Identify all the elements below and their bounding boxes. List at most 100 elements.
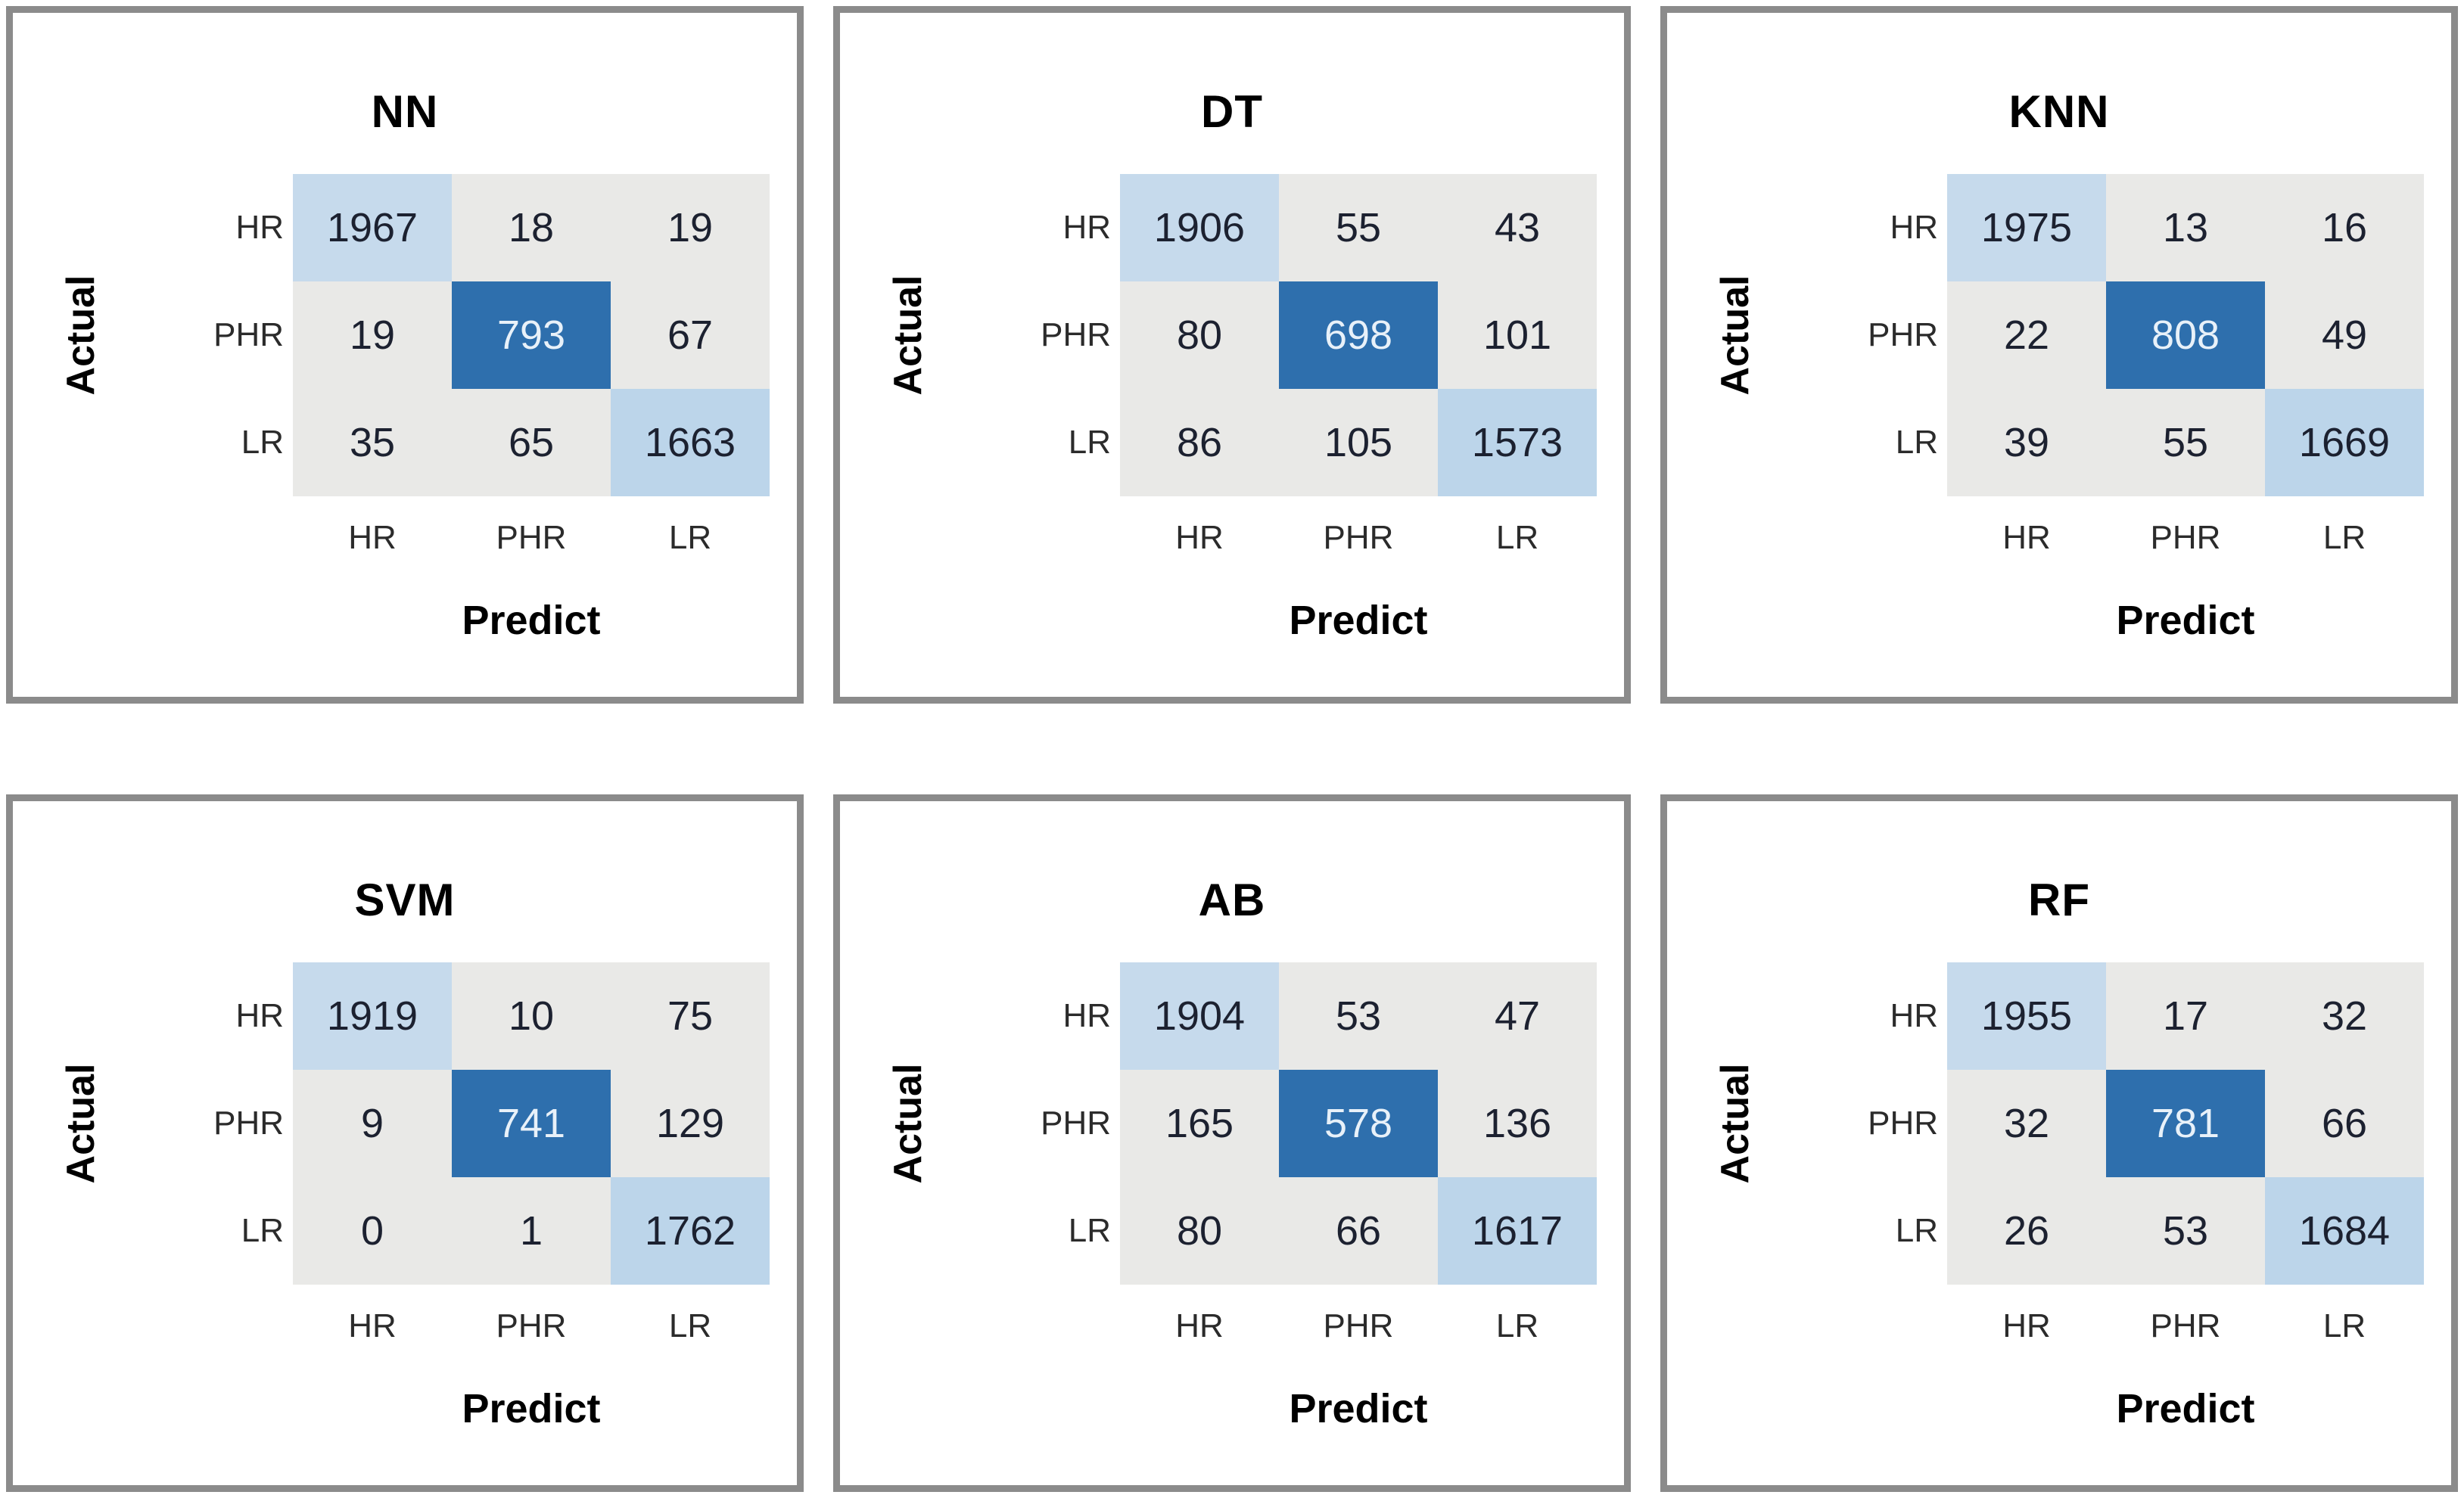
row-tick-labels: HR PHR LR: [1772, 962, 1938, 1285]
confusion-matrix-panel-knn: KNN Actual HR PHR LR 1975 13 16 22 808 49 39 55 16…: [1660, 6, 2458, 704]
heatmap-matrix: 1975 13 16 22 808 49 39 55 1669: [1947, 174, 2424, 496]
cell-phr-phr: 793: [452, 281, 611, 389]
row-label-lr: LR: [241, 424, 284, 461]
row-label-hr: HR: [235, 997, 284, 1034]
cell-lr-phr: 55: [2106, 389, 2265, 496]
x-axis-label: Predict: [1289, 598, 1428, 643]
row-label-phr: PHR: [1041, 316, 1111, 353]
cell-phr-hr: 32: [1947, 1070, 2106, 1177]
cell-lr-lr: 1617: [1438, 1177, 1597, 1285]
cell-phr-lr: 66: [2265, 1070, 2424, 1177]
cell-lr-lr: 1669: [2265, 389, 2424, 496]
cell-lr-hr: 80: [1120, 1177, 1279, 1285]
row-label-phr: PHR: [1868, 1105, 1938, 1142]
confusion-matrix-panel-rf: RF Actual HR PHR LR 1955 17 32 32 781 66 26 53 168…: [1660, 794, 2458, 1492]
row-label-phr: PHR: [1868, 316, 1938, 353]
row-label-hr: HR: [235, 209, 284, 246]
row-tick-labels: HR PHR LR: [117, 174, 284, 496]
col-label-hr: HR: [2002, 519, 2051, 556]
col-tick-labels: HR PHR LR: [293, 1307, 770, 1345]
col-label-phr: PHR: [2150, 519, 2221, 556]
row-label-hr: HR: [1062, 209, 1111, 246]
cell-hr-lr: 47: [1438, 962, 1597, 1070]
row-label-lr: LR: [1068, 1212, 1111, 1249]
row-tick-labels: HR PHR LR: [1772, 174, 1938, 496]
heatmap-matrix: 1919 10 75 9 741 129 0 1 1762: [293, 962, 770, 1285]
cell-lr-hr: 0: [293, 1177, 452, 1285]
col-label-hr: HR: [348, 1307, 397, 1344]
cell-hr-phr: 13: [2106, 174, 2265, 281]
cell-hr-phr: 53: [1279, 962, 1438, 1070]
row-label-phr: PHR: [1041, 1105, 1111, 1142]
panel-title: NN: [371, 86, 439, 137]
cell-phr-phr: 808: [2106, 281, 2265, 389]
x-axis-label: Predict: [2116, 1386, 2255, 1431]
col-tick-labels: HR PHR LR: [1947, 519, 2424, 557]
row-label-phr: PHR: [213, 1105, 284, 1142]
col-label-phr: PHR: [2150, 1307, 2221, 1344]
cell-lr-hr: 86: [1120, 389, 1279, 496]
cell-lr-lr: 1573: [1438, 389, 1597, 496]
col-label-phr: PHR: [496, 1307, 567, 1344]
cell-phr-hr: 19: [293, 281, 452, 389]
col-label-phr: PHR: [1323, 519, 1394, 556]
cell-hr-lr: 75: [611, 962, 770, 1070]
y-axis-label: Actual: [1713, 1063, 1757, 1184]
col-label-lr: LR: [1495, 1307, 1539, 1344]
cell-hr-hr: 1975: [1947, 174, 2106, 281]
heatmap-matrix: 1967 18 19 19 793 67 35 65 1663: [293, 174, 770, 496]
col-label-lr: LR: [668, 1307, 712, 1344]
cell-phr-lr: 49: [2265, 281, 2424, 389]
col-label-lr: LR: [668, 519, 712, 556]
panel-title: DT: [1201, 86, 1263, 137]
confusion-matrix-panel-ab: AB Actual HR PHR LR 1904 53 47 165 578 136 80 66 1…: [833, 794, 1631, 1492]
heatmap-matrix: 1906 55 43 80 698 101 86 105 1573: [1120, 174, 1597, 496]
cell-phr-lr: 101: [1438, 281, 1597, 389]
confusion-matrix-panel-dt: DT Actual HR PHR LR 1906 55 43 80 698 101 86 105 1…: [833, 6, 1631, 704]
row-label-hr: HR: [1062, 997, 1111, 1034]
cell-hr-lr: 43: [1438, 174, 1597, 281]
cell-phr-lr: 129: [611, 1070, 770, 1177]
cell-phr-hr: 9: [293, 1070, 452, 1177]
row-tick-labels: HR PHR LR: [944, 174, 1111, 496]
cell-lr-phr: 66: [1279, 1177, 1438, 1285]
cell-hr-phr: 10: [452, 962, 611, 1070]
cell-hr-hr: 1906: [1120, 174, 1279, 281]
cell-lr-phr: 1: [452, 1177, 611, 1285]
confusion-matrix-panel-nn: NN Actual HR PHR LR 1967 18 19 19 793 67 35 65 166…: [6, 6, 804, 704]
cell-phr-lr: 67: [611, 281, 770, 389]
x-axis-label: Predict: [462, 598, 601, 643]
cell-phr-lr: 136: [1438, 1070, 1597, 1177]
col-label-lr: LR: [1495, 519, 1539, 556]
x-axis-label: Predict: [462, 1386, 601, 1431]
cell-hr-lr: 32: [2265, 962, 2424, 1070]
col-tick-labels: HR PHR LR: [1120, 519, 1597, 557]
col-label-phr: PHR: [496, 519, 567, 556]
cell-lr-lr: 1663: [611, 389, 770, 496]
row-label-lr: LR: [241, 1212, 284, 1249]
col-tick-labels: HR PHR LR: [1120, 1307, 1597, 1345]
cell-lr-phr: 65: [452, 389, 611, 496]
col-label-hr: HR: [2002, 1307, 2051, 1344]
row-label-hr: HR: [1890, 997, 1938, 1034]
cell-lr-phr: 105: [1279, 389, 1438, 496]
cell-lr-hr: 26: [1947, 1177, 2106, 1285]
cell-hr-lr: 16: [2265, 174, 2424, 281]
cell-phr-phr: 578: [1279, 1070, 1438, 1177]
panel-title: SVM: [354, 875, 456, 925]
col-label-lr: LR: [2322, 519, 2366, 556]
cell-lr-hr: 35: [293, 389, 452, 496]
panel-title: KNN: [2008, 86, 2110, 137]
col-label-phr: PHR: [1323, 1307, 1394, 1344]
row-tick-labels: HR PHR LR: [117, 962, 284, 1285]
y-axis-label: Actual: [1713, 275, 1757, 396]
cell-phr-phr: 781: [2106, 1070, 2265, 1177]
cell-phr-hr: 165: [1120, 1070, 1279, 1177]
row-label-lr: LR: [1895, 424, 1938, 461]
cell-lr-lr: 1762: [611, 1177, 770, 1285]
row-label-lr: LR: [1068, 424, 1111, 461]
y-axis-label: Actual: [59, 275, 103, 396]
confusion-matrix-panel-svm: SVM Actual HR PHR LR 1919 10 75 9 741 129 0 1 1762…: [6, 794, 804, 1492]
cell-phr-hr: 22: [1947, 281, 2106, 389]
